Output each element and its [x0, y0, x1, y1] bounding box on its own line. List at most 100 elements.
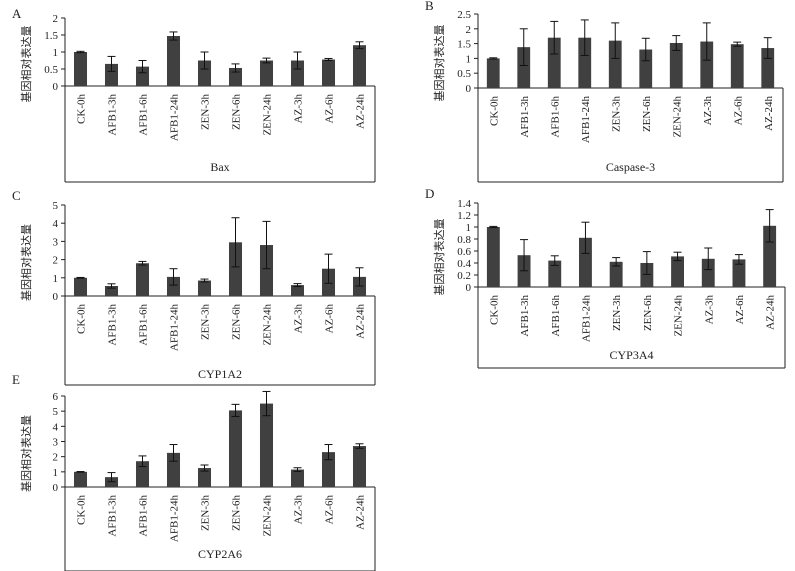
y-tick-label: 3: [53, 236, 59, 248]
bar-afb1-24h: [166, 276, 181, 296]
x-tick-label: ZEN-6h: [231, 94, 243, 131]
bar-zen-6h: [228, 410, 243, 487]
x-tick-label: AZ-24h: [355, 94, 367, 129]
x-tick-label: AFB1-3h: [107, 495, 119, 537]
bar-zen-6h: [640, 263, 654, 287]
x-tick-label: AFB1-3h: [519, 96, 531, 138]
bar-afb1-6h: [135, 263, 150, 296]
y-tick-label: 1.2: [457, 210, 471, 222]
chart-title: CYP1A2: [198, 367, 242, 381]
chart-panel-d: D 00.20.40.60.811.21.4 基因相对表达量 CK-0h AFB1-3h…: [425, 186, 786, 369]
bar-az-6h: [321, 59, 336, 86]
y-tick-label: 2: [466, 24, 472, 36]
panel-label: D: [425, 186, 434, 201]
x-tick-label: AFB1-24h: [169, 495, 181, 543]
x-tick-label: AFB1-6h: [138, 304, 150, 346]
x-tick-label: AZ-24h: [763, 96, 775, 131]
y-tick-label: 2.5: [457, 9, 471, 21]
bar-zen-3h: [197, 60, 212, 86]
y-tick-label: 0.5: [457, 68, 471, 80]
x-tick-label: ZEN-24h: [671, 96, 683, 138]
bar-afb1-6h: [135, 461, 150, 487]
bar-az-6h: [321, 452, 336, 487]
x-tick-label: AZ-24h: [355, 495, 367, 530]
bar-afb1-3h: [104, 285, 119, 296]
y-tick-label: 0.8: [457, 234, 471, 246]
x-tick-label: AFB1-6h: [138, 94, 150, 136]
x-tick-label: ZEN-3h: [200, 495, 212, 532]
y-tick-label: 1.4: [457, 198, 471, 210]
x-tick-label: CK-0h: [488, 96, 500, 126]
bar-az-6h: [732, 259, 746, 287]
y-axis-label: 基因相对表达量: [19, 415, 33, 492]
x-tick-label: CK-0h: [488, 295, 500, 325]
bar-zen-3h: [609, 261, 623, 287]
x-tick-label: AZ-3h: [293, 495, 305, 525]
x-tick-label: AFB1-3h: [107, 304, 119, 346]
x-tick-label: ZEN-3h: [611, 295, 623, 332]
panel-label: B: [425, 0, 434, 13]
x-tick-label: AFB1-6h: [550, 295, 562, 337]
bar-az-3h: [290, 469, 305, 487]
y-tick-label: 5: [53, 200, 59, 212]
x-tick-label: ZEN-3h: [610, 96, 622, 133]
bar-az-6h: [730, 44, 744, 88]
x-tick-label: ZEN-24h: [673, 295, 685, 337]
chart-title: Caspase-3: [606, 160, 655, 174]
x-tick-label: AZ-3h: [293, 94, 305, 124]
x-tick-label: ZEN-3h: [200, 304, 212, 341]
bar-az-24h: [352, 446, 367, 487]
panel-label: A: [12, 6, 22, 21]
y-axis-label: 基因相对表达量: [432, 25, 446, 102]
x-tick-label: ZEN-24h: [262, 94, 274, 136]
x-tick-label: AFB1-3h: [107, 94, 119, 136]
y-tick-label: 1: [53, 273, 59, 285]
bar-ck-0h: [73, 277, 88, 296]
bar-ck-0h: [73, 471, 88, 487]
x-tick-label: CK-0h: [76, 304, 88, 334]
y-tick-label: 5: [53, 406, 59, 418]
y-tick-label: 0: [53, 291, 59, 303]
bar-zen-24h: [671, 256, 684, 287]
y-tick-label: 4: [53, 421, 59, 433]
bar-ck-0h: [486, 58, 500, 88]
bar-zen-6h: [228, 242, 243, 296]
x-tick-label: AZ-24h: [765, 295, 777, 330]
x-tick-label: AZ-6h: [324, 304, 336, 334]
bar-afb1-3h: [104, 63, 119, 86]
x-tick-label: AZ-6h: [734, 295, 746, 325]
x-tick-label: AFB1-24h: [169, 94, 181, 142]
bar-az-3h: [290, 60, 305, 86]
bar-zen-6h: [639, 49, 653, 88]
bar-az-3h: [700, 41, 714, 88]
x-tick-label: ZEN-6h: [231, 304, 243, 341]
x-tick-label: ZEN-24h: [262, 495, 274, 537]
bar-afb1-24h: [579, 237, 592, 287]
x-tick-label: ZEN-6h: [231, 495, 243, 532]
bar-afb1-24h: [578, 37, 592, 88]
y-tick-label: 1: [53, 47, 59, 59]
y-tick-label: 0.6: [457, 246, 471, 258]
panels-group: A 0 0.5 1 1.5 2 基因相对表达量 CK-0h AFB1-3h AFB1-6h AFB1…: [12, 0, 786, 571]
y-axis-label: 基因相对表达量: [432, 219, 446, 296]
bar-zen-3h: [197, 468, 212, 487]
y-tick-label: 2: [53, 452, 59, 464]
x-tick-label: AFB1-24h: [580, 295, 592, 343]
chart-title: CYP2A6: [198, 547, 242, 561]
bar-afb1-6h: [135, 66, 150, 86]
x-tick-label: ZEN-6h: [642, 295, 654, 332]
x-tick-label: CK-0h: [76, 495, 88, 525]
x-tick-label: AFB1-3h: [519, 295, 531, 337]
chart-title: CYP3A4: [609, 348, 653, 362]
x-tick-label: AZ-24h: [355, 304, 367, 339]
y-tick-label: 1: [466, 222, 472, 234]
x-tick-label: ZEN-24h: [262, 304, 274, 346]
chart-panel-e: E 0 1 2 3 4 5 6 基因相对表达量 CK-0h AFB1-3h AFB1-6h AFB1-2…: [12, 372, 376, 571]
y-tick-label: 2: [53, 255, 59, 267]
y-tick-label: 6: [53, 391, 59, 403]
y-axis-label: 基因相对表达量: [19, 26, 33, 103]
y-tick-label: 0: [53, 81, 59, 93]
x-tick-label: AZ-6h: [732, 96, 744, 126]
chart-title: Bax: [210, 160, 229, 174]
y-tick-label: 0.2: [457, 270, 471, 282]
